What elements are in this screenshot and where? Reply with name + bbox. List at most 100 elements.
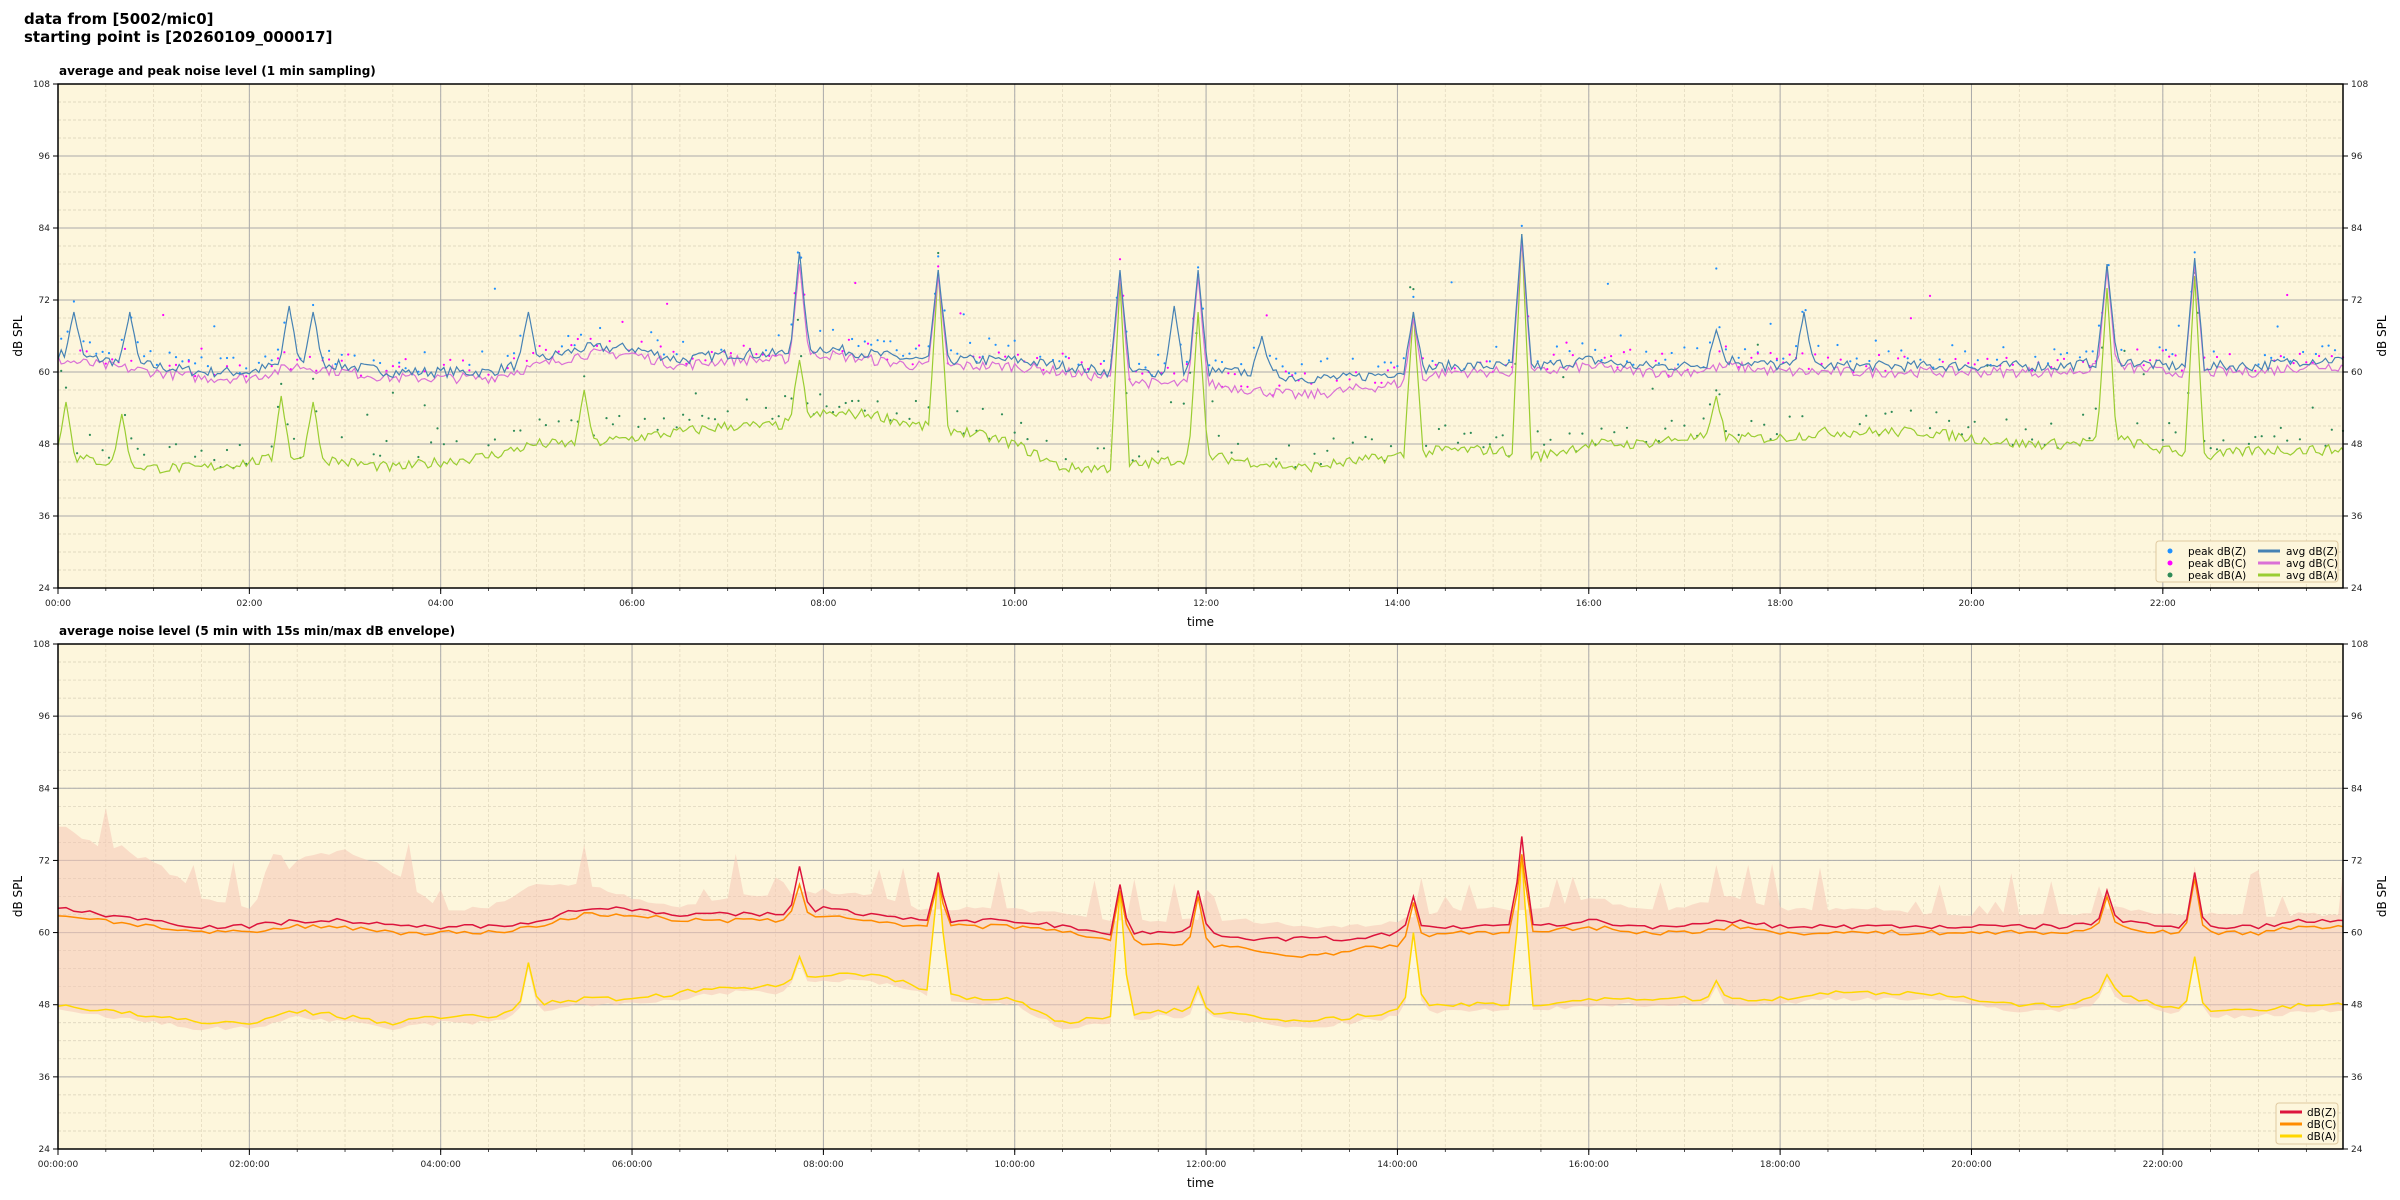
peak-point-peak-db-z-: [1801, 310, 1804, 313]
peak-point-peak-db-a-: [863, 409, 866, 412]
peak-point-peak-db-a-: [487, 444, 490, 447]
peak-point-peak-db-c-: [2180, 369, 2183, 372]
peak-point-peak-db-a-: [851, 399, 854, 403]
peak-point-peak-db-z-: [908, 352, 911, 355]
x-tick-label: 16:00:00: [1569, 1160, 1610, 1170]
peak-point-peak-db-a-: [1769, 438, 1772, 441]
peak-point-peak-db-z-: [143, 355, 146, 358]
series-line-db-c-: [57, 854, 2344, 958]
peak-point-peak-db-a-: [436, 427, 439, 430]
peak-point-peak-db-a-: [1756, 343, 1759, 346]
peak-point-peak-db-c-: [1004, 355, 1007, 358]
x-tick-label: 14:00: [1384, 599, 1410, 609]
peak-point-peak-db-a-: [694, 392, 697, 395]
peak-point-peak-db-z-: [1520, 224, 1523, 227]
peak-point-peak-db-c-: [2062, 357, 2066, 360]
peak-point-peak-db-a-: [493, 438, 496, 441]
peak-point-peak-db-z-: [1013, 339, 1016, 342]
peak-point-peak-db-a-: [1651, 387, 1654, 390]
peak-point-peak-db-c-: [487, 373, 490, 376]
peak-point-peak-db-z-: [1402, 357, 1405, 360]
plot-frame: [57, 643, 2344, 1150]
peak-point-peak-db-a-: [2209, 447, 2212, 450]
peak-point-peak-db-z-: [2327, 344, 2330, 347]
peak-point-peak-db-c-: [1769, 351, 1772, 355]
peak-point-peak-db-a-: [372, 453, 375, 456]
peak-point-peak-db-c-: [1750, 356, 1753, 359]
peak-point-peak-db-a-: [519, 429, 522, 432]
y-tick-label-left: 60: [39, 929, 51, 939]
peak-point-peak-db-c-: [85, 350, 88, 353]
peak-point-peak-db-c-: [710, 350, 713, 354]
y-tick-label-right: 48: [2351, 440, 2363, 450]
legend-marker: [2167, 560, 2173, 566]
peak-point-peak-db-c-: [391, 365, 394, 368]
x-axis-label: time: [1187, 1176, 1214, 1190]
peak-point-peak-db-a-: [1351, 441, 1354, 444]
peak-point-peak-db-c-: [525, 359, 528, 362]
peak-point-peak-db-z-: [1782, 357, 1785, 360]
peak-point-peak-db-z-: [2002, 346, 2005, 349]
peak-point-peak-db-z-: [1887, 350, 1890, 353]
peak-point-peak-db-z-: [1737, 356, 1740, 359]
peak-point-peak-db-z-: [120, 338, 123, 341]
peak-point-peak-db-a-: [1463, 432, 1466, 435]
peak-point-peak-db-z-: [2066, 351, 2069, 355]
peak-point-peak-db-c-: [704, 359, 707, 362]
x-tick-label: 14:00:00: [1377, 1160, 1418, 1170]
y-axis-label-right: dB SPL: [2375, 315, 2389, 357]
peak-point-peak-db-a-: [2298, 438, 2301, 441]
peak-point-peak-db-z-: [2059, 353, 2062, 356]
peak-point-peak-db-a-: [1549, 438, 1552, 441]
source-label: data from [5002/mic0]: [24, 10, 214, 28]
peak-point-peak-db-c-: [1080, 361, 1083, 364]
peak-point-peak-db-c-: [104, 362, 107, 365]
peak-point-peak-db-a-: [1495, 436, 1498, 439]
peak-point-peak-db-c-: [1348, 378, 1351, 381]
peak-point-peak-db-z-: [937, 255, 940, 258]
peak-point-peak-db-a-: [981, 407, 984, 410]
peak-point-peak-db-z-: [819, 329, 822, 332]
peak-point-peak-db-a-: [1425, 444, 1428, 447]
peak-point-peak-db-a-: [745, 398, 748, 401]
peak-point-peak-db-z-: [168, 351, 171, 354]
x-axis-label: time: [1187, 615, 1214, 629]
peak-point-peak-db-a-: [1275, 457, 1278, 460]
peak-point-peak-db-a-: [340, 436, 343, 439]
peak-point-peak-db-z-: [2164, 348, 2168, 351]
peak-point-peak-db-a-: [2136, 422, 2139, 425]
peak-point-peak-db-a-: [844, 401, 847, 405]
peak-point-peak-db-z-: [1163, 362, 1166, 365]
peak-point-peak-db-z-: [72, 300, 75, 303]
y-tick-label-right: 108: [2351, 640, 2368, 650]
peak-point-peak-db-z-: [1594, 348, 1597, 351]
peak-point-peak-db-c-: [666, 302, 669, 305]
legend: peak dB(Z)peak dB(C)peak dB(A)avg dB(Z)a…: [2155, 540, 2339, 583]
peak-point-peak-db-a-: [2311, 406, 2314, 409]
subplot-title: average noise level (5 min with 15s min/…: [59, 624, 455, 638]
peak-point-peak-db-a-: [790, 397, 793, 400]
peak-point-peak-db-z-: [831, 328, 835, 331]
peak-point-peak-db-a-: [688, 418, 691, 421]
peak-point-peak-db-z-: [777, 334, 780, 337]
peak-point-peak-db-a-: [2024, 428, 2027, 431]
y-tick-label-right: 36: [2351, 512, 2363, 522]
peak-point-peak-db-c-: [2305, 361, 2308, 364]
peak-point-peak-db-a-: [1562, 376, 1565, 379]
peak-point-peak-db-z-: [1058, 360, 1061, 363]
peak-point-peak-db-a-: [270, 445, 273, 448]
peak-point-peak-db-c-: [1941, 360, 1944, 363]
peak-point-peak-db-z-: [1185, 360, 1188, 363]
peak-point-peak-db-z-: [1326, 357, 1329, 360]
peak-point-peak-db-z-: [1102, 359, 1106, 363]
y-tick-label-left: 60: [39, 368, 51, 378]
peak-point-peak-db-c-: [2149, 359, 2152, 362]
plot-frame: [57, 83, 2344, 589]
peak-point-peak-db-a-: [618, 414, 621, 418]
peak-point-peak-db-c-: [1603, 356, 1606, 359]
peak-point-peak-db-c-: [1616, 366, 1619, 369]
peak-point-peak-db-z-: [270, 359, 273, 362]
x-tick-label: 16:00: [1576, 599, 1602, 609]
peak-point-peak-db-c-: [1434, 363, 1437, 366]
peak-point-peak-db-c-: [238, 364, 241, 367]
